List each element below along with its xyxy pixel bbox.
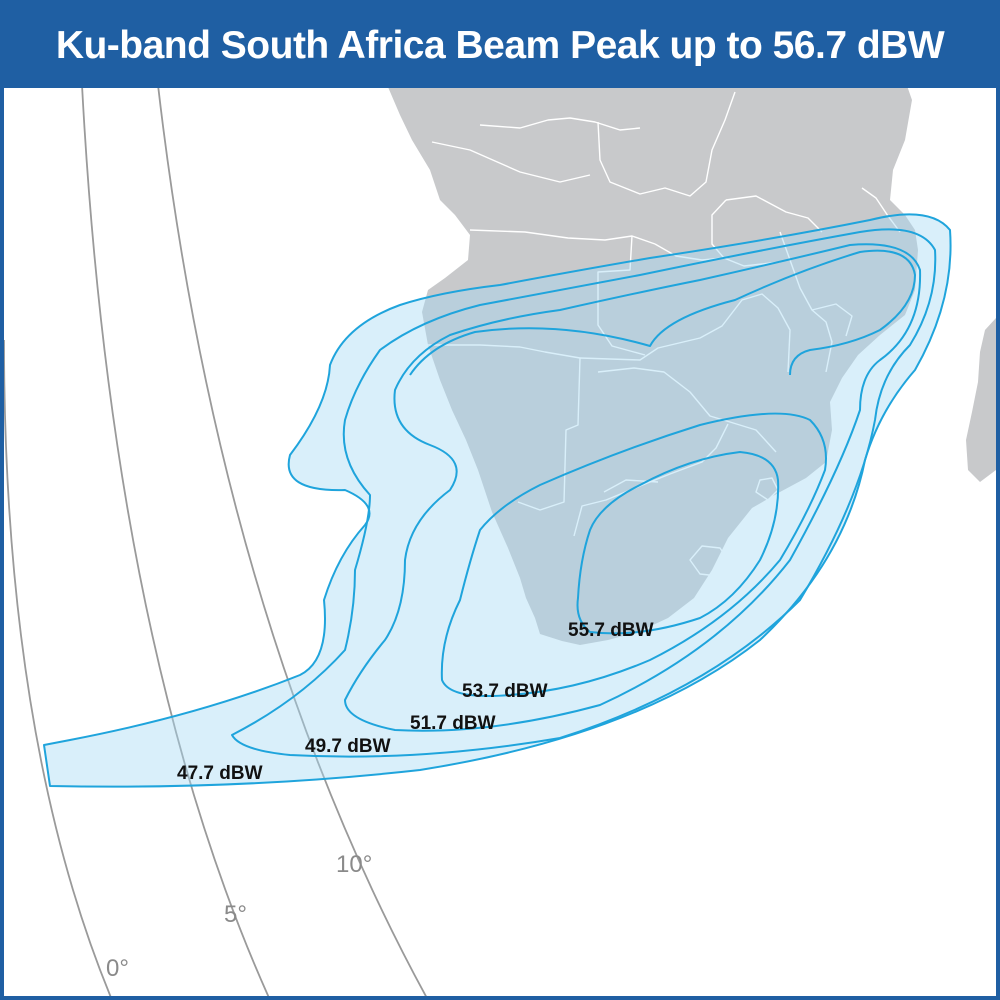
- contour-47-7: [43, 213, 952, 788]
- elevation-arc-0: [4, 339, 112, 996]
- contour-49-7: [231, 228, 937, 758]
- elevation-label-10: 10°: [336, 851, 372, 878]
- map-title: Ku-band South Africa Beam Peak up to 56.…: [55, 24, 945, 67]
- elevation-arc-5: [81, 84, 270, 996]
- africa-landmass: [385, 80, 918, 645]
- elevation-arc-10: [157, 84, 427, 996]
- elevation-label-5: 5°: [224, 901, 247, 928]
- elevation-arcs: [4, 84, 427, 996]
- contour-51-7: [344, 243, 922, 732]
- elevation-label-0: 0°: [106, 955, 129, 982]
- madagascar-landmass: [966, 318, 996, 482]
- title-banner: Ku-band South Africa Beam Peak up to 56.…: [4, 4, 996, 88]
- contour-53-7-north: [409, 249, 916, 376]
- contour-55-7: [576, 451, 780, 635]
- country-borders: [422, 91, 901, 577]
- contour-53-7: [440, 412, 827, 697]
- contour-label-53-7: 53.7 dBW: [462, 681, 548, 702]
- beam-contours: [43, 213, 952, 788]
- contour-label-55-7: 55.7 dBW: [568, 620, 654, 641]
- contour-label-51-7: 51.7 dBW: [410, 713, 496, 734]
- contour-label-47-7: 47.7 dBW: [177, 763, 263, 784]
- contour-label-49-7: 49.7 dBW: [305, 736, 391, 757]
- coverage-map: 47.7 dBW 49.7 dBW 51.7 dBW 53.7 dBW 55.7…: [4, 80, 996, 996]
